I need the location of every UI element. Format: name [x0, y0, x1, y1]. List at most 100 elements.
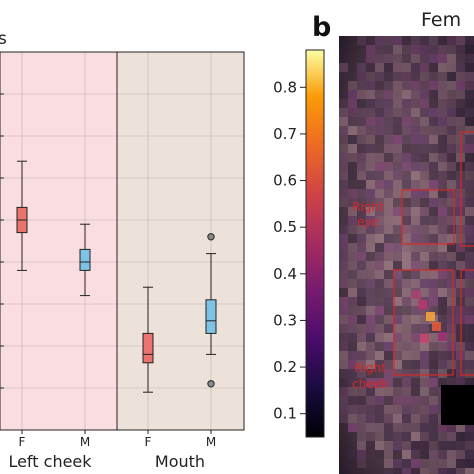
heat-pixel — [348, 81, 357, 90]
face-heatmap — [339, 36, 474, 474]
heat-pixel — [384, 279, 393, 288]
heat-pixel — [447, 468, 456, 474]
heat-pixel — [429, 243, 438, 252]
heat-pixel — [447, 189, 456, 198]
heat-pixel — [456, 378, 465, 387]
heat-pixel — [465, 306, 474, 315]
heat-pixel — [357, 333, 366, 342]
heat-pixel — [393, 423, 402, 432]
heat-pixel — [429, 198, 438, 207]
heat-pixel — [411, 135, 420, 144]
heat-pixel — [465, 369, 474, 378]
heat-pixel — [402, 225, 411, 234]
heat-pixel — [411, 387, 420, 396]
heat-pixel — [384, 108, 393, 117]
heat-pixel — [447, 279, 456, 288]
heat-pixel — [447, 324, 456, 333]
heat-pixel — [411, 117, 420, 126]
heat-pixel — [348, 405, 357, 414]
heat-pixel — [375, 333, 384, 342]
heat-pixel — [357, 360, 366, 369]
heat-pixel — [456, 441, 465, 450]
heat-pixel — [402, 468, 411, 474]
heat-pixel — [447, 378, 456, 387]
heat-pixel — [429, 54, 438, 63]
heat-pixel — [438, 261, 447, 270]
heat-pixel — [357, 450, 366, 459]
heat-pixel — [465, 207, 474, 216]
heat-pixel — [384, 225, 393, 234]
heat-pixel — [447, 108, 456, 117]
heat-pixel — [420, 126, 429, 135]
heat-pixel — [393, 261, 402, 270]
heat-pixel — [348, 414, 357, 423]
heat-pixel — [411, 324, 420, 333]
heat-pixel — [348, 351, 357, 360]
heat-pixel — [375, 108, 384, 117]
heat-pixel-hot — [438, 332, 447, 341]
heat-pixel — [420, 36, 429, 45]
heat-pixel — [429, 360, 438, 369]
heat-pixel — [420, 288, 429, 297]
heat-pixel — [357, 342, 366, 351]
heat-pixel — [420, 117, 429, 126]
heat-pixel — [411, 171, 420, 180]
heat-pixel — [357, 351, 366, 360]
heat-pixel — [465, 63, 474, 72]
heat-pixel — [438, 225, 447, 234]
heat-pixel — [366, 288, 375, 297]
colorbar-tick-label: 0.8 — [273, 78, 297, 96]
heat-pixel — [384, 171, 393, 180]
heat-pixel — [339, 72, 348, 81]
heat-pixel — [384, 396, 393, 405]
heat-pixel — [384, 360, 393, 369]
heat-pixel — [429, 63, 438, 72]
heat-pixel — [348, 342, 357, 351]
heat-pixel — [384, 441, 393, 450]
heat-pixel — [402, 108, 411, 117]
heat-pixel — [420, 387, 429, 396]
heat-pixel — [375, 234, 384, 243]
heat-pixel — [402, 45, 411, 54]
heat-pixel-hot — [412, 290, 421, 299]
heat-pixel — [384, 216, 393, 225]
heat-pixel — [393, 360, 402, 369]
box-f-left-cheek — [16, 160, 28, 271]
heat-pixel — [420, 207, 429, 216]
heat-pixel — [375, 171, 384, 180]
heat-pixel — [366, 279, 375, 288]
heat-pixel — [375, 189, 384, 198]
heat-pixel — [429, 126, 438, 135]
heat-pixel — [429, 378, 438, 387]
heat-pixel — [375, 225, 384, 234]
heat-pixel — [402, 378, 411, 387]
heat-pixel — [357, 117, 366, 126]
heat-pixel — [402, 162, 411, 171]
x-tick-label-f-left-cheek: F — [19, 435, 26, 449]
heat-pixel — [420, 450, 429, 459]
heat-pixel — [429, 225, 438, 234]
heat-pixel — [447, 171, 456, 180]
heat-pixel — [429, 423, 438, 432]
heat-pixel — [384, 369, 393, 378]
heat-pixel — [339, 279, 348, 288]
heat-pixel — [465, 468, 474, 474]
heat-pixel — [420, 234, 429, 243]
heat-pixel — [357, 153, 366, 162]
heat-pixel — [411, 45, 420, 54]
heat-pixel — [411, 198, 420, 207]
heat-pixel — [438, 378, 447, 387]
heat-pixel — [411, 441, 420, 450]
heat-pixel — [339, 144, 348, 153]
heat-pixel — [438, 216, 447, 225]
heat-pixel — [357, 270, 366, 279]
heat-pixel — [393, 225, 402, 234]
heat-pixel — [456, 450, 465, 459]
heat-pixel — [348, 108, 357, 117]
heat-pixel — [447, 342, 456, 351]
heat-pixel — [438, 36, 447, 45]
heat-pixel — [447, 153, 456, 162]
heat-pixel — [357, 234, 366, 243]
heat-pixel — [411, 207, 420, 216]
